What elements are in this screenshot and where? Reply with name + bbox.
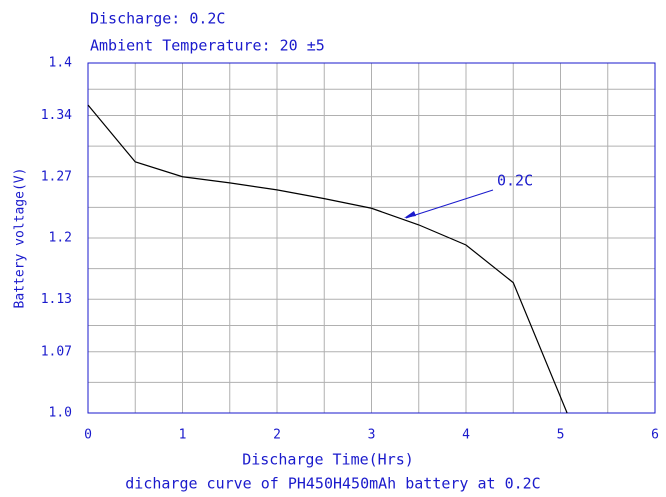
x-tick-label: 3 [368, 428, 376, 443]
chart-title: Discharge: 0.2C [90, 10, 225, 28]
x-tick-label: 1 [179, 428, 187, 443]
y-tick-label: 1.4 [49, 56, 73, 71]
y-tick-label: 1.07 [41, 344, 72, 359]
data-line [87, 104, 568, 414]
y-tick-label: 1.0 [49, 406, 72, 421]
arrow-head [404, 211, 416, 218]
x-tick-label: 0 [84, 428, 92, 443]
x-axis-label: Discharge Time(Hrs) [242, 451, 414, 469]
y-axis-label: Battery voltage(V) [13, 168, 28, 309]
chart-subtitle: Ambient Temperature: 20 ±5 [90, 37, 325, 55]
annotation: 0.2C [497, 172, 533, 190]
y-tick-label: 1.27 [41, 169, 72, 184]
plot-frame [87, 62, 656, 414]
y-tick-label: 1.2 [49, 231, 72, 246]
x-tick-label: 4 [462, 428, 470, 443]
x-tick-label: 6 [651, 428, 659, 443]
y-tick-label: 1.34 [41, 108, 72, 123]
x-tick-label: 5 [557, 428, 565, 443]
annotation-arrow [405, 189, 494, 219]
caption: dicharge curve of PH450H450mAh battery a… [125, 475, 540, 493]
x-tick-label: 2 [273, 428, 281, 443]
y-tick-label: 1.13 [41, 292, 72, 307]
